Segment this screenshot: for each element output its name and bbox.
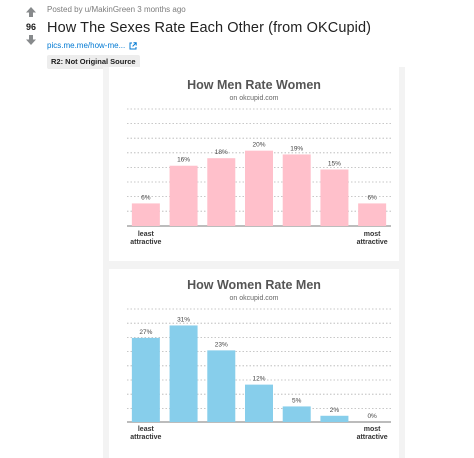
bar [245,150,273,226]
data-label: 5% [292,397,302,404]
post-meta[interactable]: Posted by u/MakinGreen 3 months ago [47,5,186,14]
bar [358,203,387,226]
x-label-most: attractive [357,434,388,441]
chart-women-rate-men: How Women Rate Men on okcupid.com 27% 31% 23… [109,269,399,458]
chart-men-rate-women-svg: How Men Rate Women on okcupid.com 6% 16% 18%… [127,78,391,246]
data-label: 20% [252,142,265,149]
post-link[interactable]: pics.me.me/how-me... [47,41,126,50]
vote-score: 96 [25,22,36,32]
bar [282,406,311,422]
data-label: 19% [290,145,303,152]
chart-women-rate-men-svg: How Women Rate Men on okcupid.com 27% 31% 23… [127,278,391,441]
data-label: 0% [367,413,377,420]
bar [131,203,160,226]
downvote-arrow-icon[interactable] [22,33,40,47]
bar [245,384,273,422]
bar [320,169,349,226]
chart-men-rate-women: How Men Rate Women on okcupid.com 6% 16% 18%… [109,67,399,261]
post-image[interactable]: How Men Rate Women on okcupid.com 6% 16% 18%… [103,67,405,458]
bar [169,325,198,422]
data-label: 6% [367,194,377,201]
vote-column: 96 [22,5,40,47]
data-label: 2% [330,407,340,414]
x-label-most: most [364,231,381,238]
data-label: 31% [177,316,190,323]
upvote-arrow-icon[interactable] [22,5,40,19]
x-label-least: attractive [130,434,161,441]
post-flair[interactable]: R2: Not Original Source [47,55,140,69]
post-link-row[interactable]: pics.me.me/how-me... [47,41,467,51]
post-header: Posted by u/MakinGreen 3 months ago How … [47,5,467,69]
data-label: 15% [328,161,341,168]
bar [207,350,236,422]
x-label-least: least [138,426,155,433]
data-label: 6% [141,194,151,201]
chart-title: How Men Rate Women [187,78,321,92]
data-label: 18% [215,149,228,156]
x-label-least: attractive [130,239,161,246]
data-label: 27% [139,329,152,336]
bar [207,158,236,226]
data-label: 16% [177,157,190,164]
x-label-most: most [364,426,381,433]
x-label-most: attractive [357,239,388,246]
chart-subtitle: on okcupid.com [229,295,278,302]
chart-title: How Women Rate Men [187,278,321,292]
data-label: 12% [252,376,265,383]
bar [131,337,160,422]
post-title[interactable]: How The Sexes Rate Each Other (from OKCu… [47,20,372,36]
chart-subtitle: on okcupid.com [229,95,278,102]
x-label-least: least [138,231,155,238]
bar [320,415,349,422]
external-link-icon[interactable] [129,42,137,50]
bar [169,165,198,226]
bar [282,154,311,226]
data-label: 23% [215,341,228,348]
